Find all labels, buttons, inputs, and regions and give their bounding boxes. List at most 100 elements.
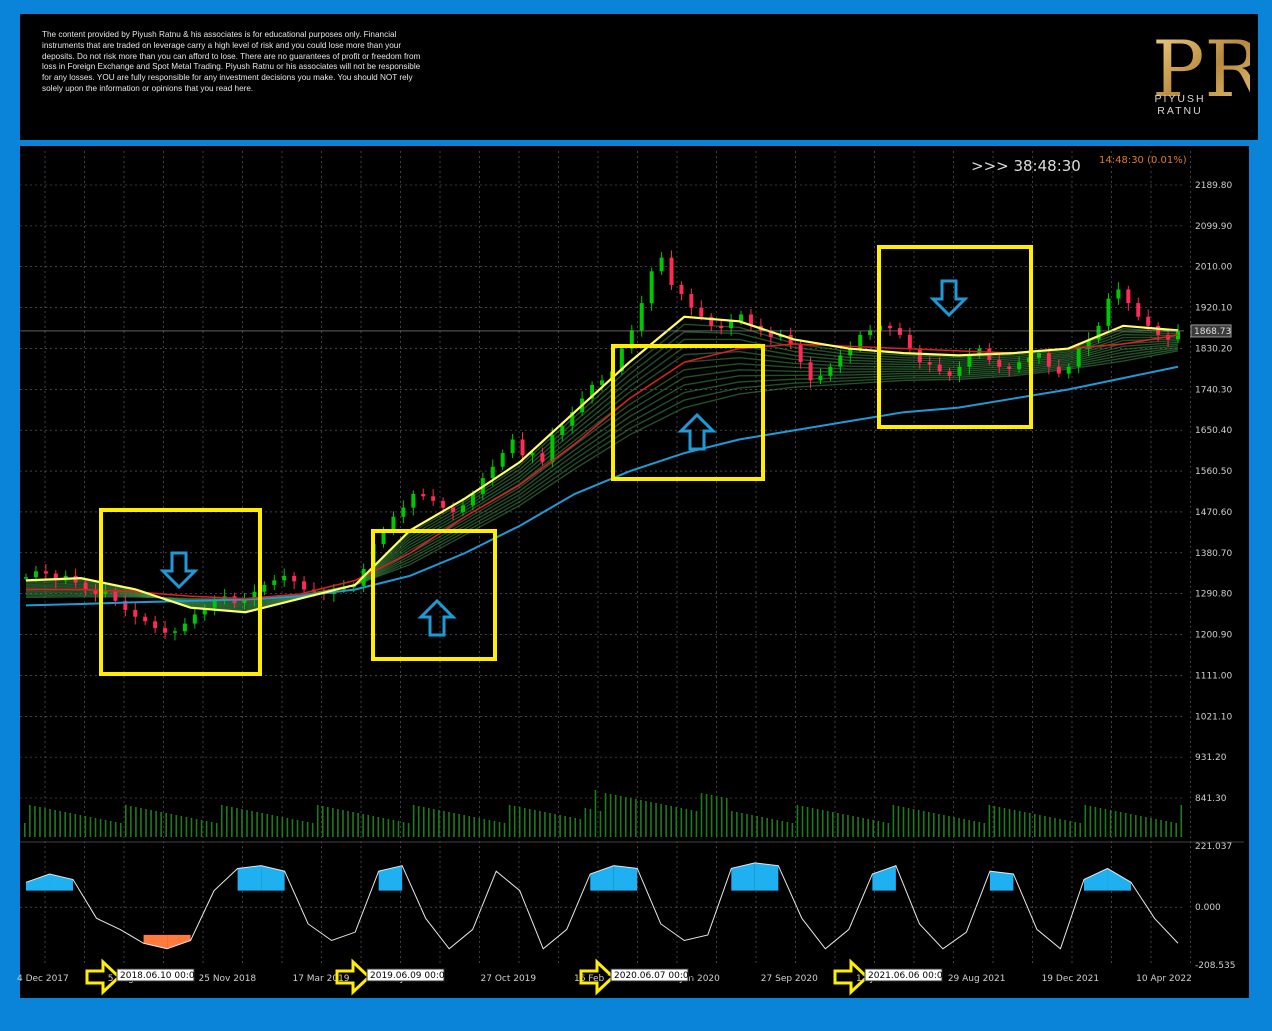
volume-bar xyxy=(508,805,511,837)
volume-bar xyxy=(993,806,996,837)
candle-body xyxy=(828,366,833,376)
candle-body xyxy=(997,359,1002,367)
arrow-up-icon xyxy=(677,412,717,451)
pointer-arrow-icon xyxy=(833,958,870,996)
volume-bar xyxy=(417,806,420,837)
volume-bar xyxy=(1069,821,1071,837)
volume-bar xyxy=(564,816,566,837)
volume-bar xyxy=(150,810,152,837)
volume-bar xyxy=(140,808,142,837)
volume-bar xyxy=(109,821,112,837)
y-tick-label: 1200.90 xyxy=(1195,631,1232,641)
volume-bar xyxy=(468,816,470,837)
pointer-arrow-icon xyxy=(579,958,616,996)
volume-bar xyxy=(650,802,652,837)
y-tick-label: 1560.50 xyxy=(1195,467,1232,477)
candle-body xyxy=(639,303,644,331)
candle-body xyxy=(768,330,773,338)
volume-bar xyxy=(34,806,36,837)
x-tick-label: 16 Feb 2020 xyxy=(574,974,630,984)
volume-bar xyxy=(377,817,380,837)
volume-bar xyxy=(801,806,804,837)
ribbon-line xyxy=(25,336,1179,609)
candle-body xyxy=(917,348,922,363)
volume-bar xyxy=(756,816,758,837)
osc-positive-fill xyxy=(754,862,779,891)
volume-bar xyxy=(741,813,743,837)
volume-bar xyxy=(1155,819,1157,837)
volume-bar xyxy=(210,822,213,837)
date-badge xyxy=(864,968,943,982)
volume-bar xyxy=(54,810,56,837)
volume-bar xyxy=(751,815,753,837)
volume-bar xyxy=(74,814,77,837)
candle-body xyxy=(172,631,177,633)
volume-bar xyxy=(1104,809,1107,837)
date-badge-label: 2021.06.06 00:00 xyxy=(868,971,949,981)
candle-body xyxy=(53,573,58,581)
candle-body xyxy=(292,575,297,582)
candle-body xyxy=(182,623,187,632)
volume-bar xyxy=(867,819,869,837)
volume-bar xyxy=(725,798,728,837)
osc-negative-fill xyxy=(143,934,168,949)
volume-bar xyxy=(453,813,455,837)
candle-body xyxy=(689,294,694,308)
candle-body xyxy=(143,616,148,622)
volume-bar xyxy=(1028,813,1031,837)
volume-bar xyxy=(852,816,854,837)
ma-ribbon xyxy=(25,316,1179,613)
candle-body xyxy=(729,321,734,329)
y-tick-label: 1111.00 xyxy=(1195,671,1232,681)
volume-bar xyxy=(1119,812,1122,837)
x-tick-label: 7 Jun 2020 xyxy=(671,974,720,984)
volume-bar xyxy=(407,823,410,837)
volume-bar xyxy=(291,819,294,837)
candle-body xyxy=(1086,339,1091,349)
volume-bar xyxy=(1054,818,1056,837)
candle-body xyxy=(748,314,753,326)
candle-body xyxy=(43,571,48,574)
disclaimer-text: The content provided by Piyush Ratnu & h… xyxy=(42,30,421,93)
volume-bar xyxy=(246,810,248,837)
candle-body xyxy=(937,364,942,372)
osc-positive-fill xyxy=(613,865,638,891)
volume-bar xyxy=(428,808,430,837)
price-chart[interactable]: 2189.80 2099.90 2010.00 1920.10 1830.20 1740.… xyxy=(17,143,1252,1001)
volume-bar xyxy=(811,808,814,837)
candle-body xyxy=(1017,362,1022,370)
x-tick-label: 17 Mar 2019 xyxy=(292,974,349,984)
volume-bar xyxy=(594,790,597,837)
y-tick-label: 2189.80 xyxy=(1195,181,1232,191)
candle-body xyxy=(202,607,207,615)
oscillator-line xyxy=(25,862,1179,950)
y-tick-label: 2099.90 xyxy=(1195,222,1232,232)
candle-body xyxy=(818,375,823,381)
volume-bar xyxy=(155,811,157,837)
ribbon-line xyxy=(25,341,1179,606)
chart-grid xyxy=(20,151,1191,965)
y-tick-label: 1021.10 xyxy=(1195,712,1232,722)
volume-bar xyxy=(589,809,592,837)
pointer-arrow-icon xyxy=(335,958,372,996)
candle-body xyxy=(93,589,98,595)
candle-body xyxy=(192,614,197,624)
volume-bar xyxy=(675,807,678,837)
volume-bar xyxy=(402,822,405,837)
highlight-box xyxy=(99,508,262,676)
volume-bar xyxy=(549,813,551,837)
candle-body xyxy=(1126,289,1131,304)
volume-bar xyxy=(619,796,622,837)
ribbon-line xyxy=(25,330,1179,611)
ribbon-line xyxy=(25,345,1179,604)
volume-bar xyxy=(205,821,208,837)
volume-bar xyxy=(624,797,627,837)
candle-body xyxy=(133,609,138,617)
x-tick-label: 27 Sep 2020 xyxy=(761,974,818,984)
volume-bar xyxy=(357,813,359,837)
candle-body xyxy=(808,362,813,381)
volume-bar xyxy=(579,819,582,837)
volume-bar xyxy=(49,809,51,837)
volume-bar xyxy=(215,823,218,837)
volume-bar xyxy=(160,812,162,837)
